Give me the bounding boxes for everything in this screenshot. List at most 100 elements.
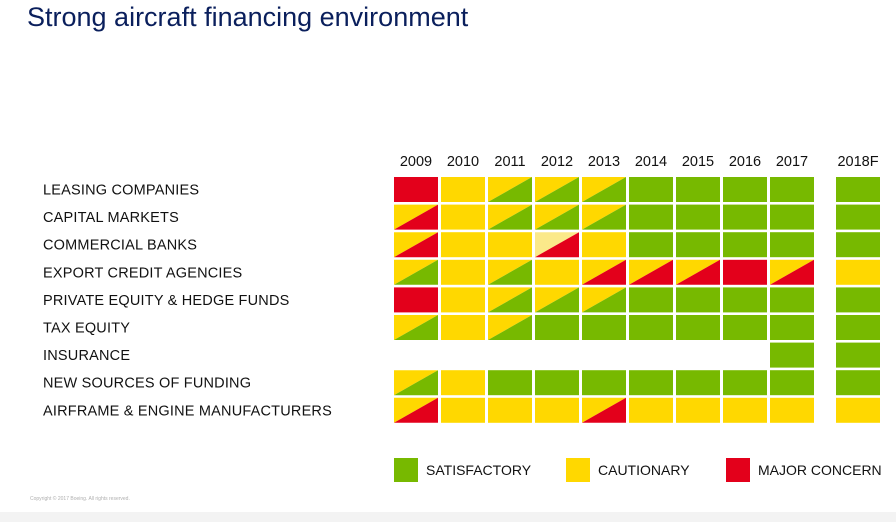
matrix-cell — [441, 370, 485, 396]
matrix-cell — [535, 287, 579, 313]
year-label: 2011 — [494, 154, 525, 170]
row-label: EXPORT CREDIT AGENCIES — [43, 265, 242, 281]
legend-label: SATISFACTORY — [426, 462, 532, 478]
matrix-cell — [394, 370, 438, 396]
footer-band — [0, 512, 896, 522]
matrix-cell — [723, 177, 767, 202]
matrix-cell — [836, 232, 880, 258]
matrix-cell — [441, 259, 485, 285]
matrix-cell — [441, 177, 485, 202]
matrix-cell — [535, 232, 579, 258]
matrix-cell — [770, 259, 814, 285]
matrix-cell — [582, 397, 626, 423]
row-label: COMMERCIAL BANKS — [43, 238, 197, 254]
matrix-cell — [629, 177, 673, 202]
matrix-cell — [394, 232, 438, 258]
row-label: NEW SOURCES OF FUNDING — [43, 376, 251, 392]
legend: SATISFACTORY CAUTIONARY MAJOR CONCERN — [394, 458, 882, 482]
year-label: 2010 — [447, 154, 479, 170]
matrix-cell — [723, 204, 767, 230]
matrix-cell — [770, 287, 814, 313]
matrix-cell — [770, 397, 814, 423]
matrix-cell — [836, 204, 880, 230]
matrix-cell — [488, 315, 532, 340]
year-label: 2017 — [776, 154, 808, 170]
matrix-cell — [770, 204, 814, 230]
matrix-cell — [723, 397, 767, 423]
matrix-cell — [535, 315, 579, 340]
matrix-cell — [394, 315, 438, 340]
legend-label: CAUTIONARY — [598, 462, 690, 478]
row-labels: LEASING COMPANIES CAPITAL MARKETS COMMERCI… — [43, 183, 332, 420]
matrix-cell — [676, 370, 720, 396]
matrix-cell — [582, 204, 626, 230]
matrix-cell — [582, 315, 626, 340]
matrix-cell — [723, 287, 767, 313]
year-label: 2014 — [635, 154, 667, 170]
matrix-cell — [770, 177, 814, 202]
matrix-cell — [629, 259, 673, 285]
legend-swatch — [394, 458, 418, 482]
matrix-cell — [441, 204, 485, 230]
matrix-cell — [441, 397, 485, 423]
matrix-cell — [488, 259, 532, 285]
matrix-cell — [723, 315, 767, 340]
matrix-cell — [394, 397, 438, 423]
matrix-cell — [535, 397, 579, 423]
matrix-cell — [535, 259, 579, 285]
matrix-cell — [629, 204, 673, 230]
matrix-cell — [488, 287, 532, 313]
matrix-cell — [723, 232, 767, 258]
matrix-cell — [723, 259, 767, 285]
matrix-cell — [488, 177, 532, 202]
matrix-cell — [394, 177, 438, 202]
matrix-cell — [836, 177, 880, 202]
row-label: LEASING COMPANIES — [43, 183, 199, 199]
row-label: AIRFRAME & ENGINE MANUFACTURERS — [43, 403, 332, 419]
row-label: INSURANCE — [43, 348, 130, 364]
year-label: 2012 — [541, 154, 573, 170]
matrix-cell — [629, 287, 673, 313]
matrix-cell — [488, 397, 532, 423]
matrix-cell — [582, 259, 626, 285]
matrix-cell — [836, 342, 880, 368]
row-label: CAPITAL MARKETS — [43, 210, 179, 226]
matrix-cell — [836, 370, 880, 396]
matrix-cell — [676, 177, 720, 202]
year-label: 2016 — [729, 154, 761, 170]
matrix-cell — [770, 370, 814, 396]
matrix-cell — [394, 204, 438, 230]
matrix-cell — [676, 315, 720, 340]
matrix-cell — [582, 177, 626, 202]
year-label: 2009 — [400, 154, 432, 170]
matrix-cell — [441, 287, 485, 313]
matrix-cell — [488, 370, 532, 396]
matrix-cell — [836, 315, 880, 340]
row-label: PRIVATE EQUITY & HEDGE FUNDS — [43, 293, 290, 309]
matrix-cells — [394, 177, 880, 423]
matrix-cell — [582, 232, 626, 258]
matrix-cell — [488, 204, 532, 230]
matrix-cell — [535, 370, 579, 396]
page-title: Strong aircraft financing environment — [27, 2, 469, 32]
matrix-cell — [676, 204, 720, 230]
matrix-cell — [441, 232, 485, 258]
year-label: 2018F — [837, 154, 878, 170]
matrix-cell — [582, 287, 626, 313]
matrix-cell — [836, 397, 880, 423]
matrix-cell — [723, 370, 767, 396]
copyright-notice: Copyright © 2017 Boeing. All rights rese… — [30, 496, 130, 502]
matrix-cell — [394, 259, 438, 285]
matrix-cell — [582, 370, 626, 396]
year-labels: 2009 2010 2011 2012 2013 2014 2015 2016 2017 2018… — [400, 154, 879, 170]
row-label: TAX EQUITY — [43, 321, 130, 337]
year-label: 2013 — [588, 154, 620, 170]
matrix-cell — [629, 232, 673, 258]
year-label: 2015 — [682, 154, 714, 170]
legend-swatch — [566, 458, 590, 482]
matrix-cell — [441, 315, 485, 340]
legend-swatch — [726, 458, 750, 482]
matrix-cell — [676, 287, 720, 313]
matrix-cell — [836, 287, 880, 313]
